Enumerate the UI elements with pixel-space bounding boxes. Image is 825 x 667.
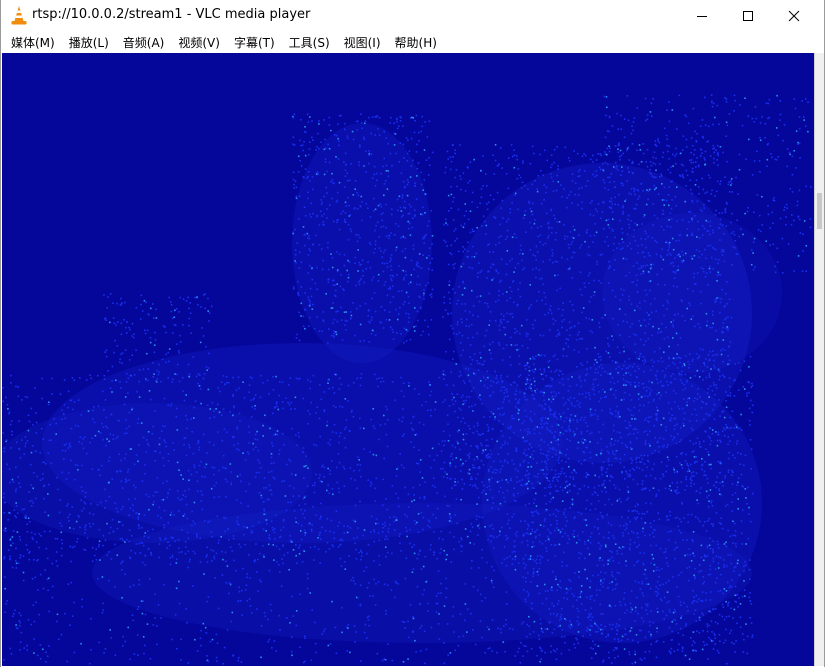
menu-bar: 媒体(M) 播放(L) 音频(A) 视频(V) 字幕(T) 工具(S) 视图(I… xyxy=(1,31,824,53)
menu-playback[interactable]: 播放(L) xyxy=(68,35,109,50)
minimize-button[interactable] xyxy=(679,0,725,31)
close-icon xyxy=(788,10,800,21)
menu-video[interactable]: 视频(V) xyxy=(178,35,220,50)
maximize-button[interactable] xyxy=(725,0,771,31)
maximize-icon xyxy=(743,10,753,21)
window-right-edge xyxy=(814,53,824,666)
menu-media[interactable]: 媒体(M) xyxy=(11,35,55,50)
resize-notch xyxy=(817,193,822,229)
window-title: rtsp://10.0.0.2/stream1 - VLC media play… xyxy=(32,7,311,22)
close-button[interactable] xyxy=(771,0,817,31)
minimize-icon xyxy=(697,15,707,17)
menu-tools[interactable]: 工具(S) xyxy=(288,35,330,50)
menu-subtitle[interactable]: 字幕(T) xyxy=(233,35,275,50)
menu-view[interactable]: 视图(I) xyxy=(343,35,381,50)
title-bar[interactable]: rtsp://10.0.0.2/stream1 - VLC media play… xyxy=(1,0,824,31)
menu-audio[interactable]: 音频(A) xyxy=(122,35,165,50)
menu-help[interactable]: 帮助(H) xyxy=(394,35,437,50)
vlc-cone-icon[interactable] xyxy=(10,6,28,25)
video-frame xyxy=(2,53,814,666)
video-area[interactable] xyxy=(2,53,814,666)
